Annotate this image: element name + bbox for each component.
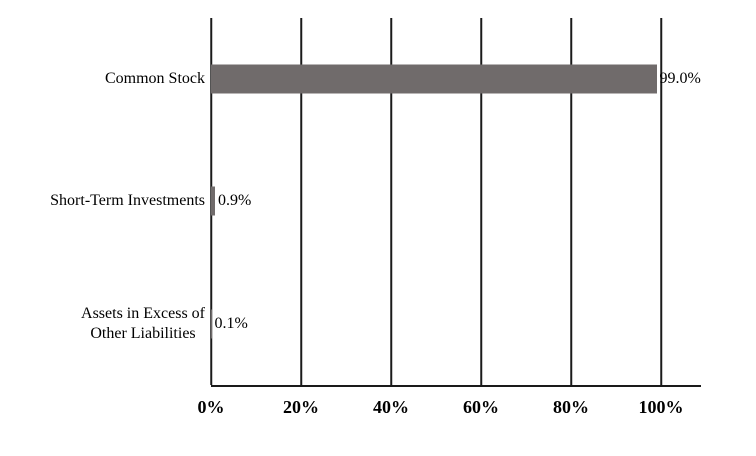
- bar-row-common-stock: 99.0%: [211, 18, 701, 140]
- gridline-20pct: [300, 18, 302, 385]
- value-label-assets-in-excess-of: 0.1%: [214, 314, 248, 332]
- category-label-common-stock: Common Stock: [0, 18, 205, 140]
- x-tick-label: 60%: [463, 397, 499, 417]
- plot-area: 99.0% 0.9% 0.1%: [210, 18, 701, 385]
- bar-short-term-investments: [211, 186, 216, 216]
- category-label-assets-in-excess-of: Assets in Excess of Other Liabilities: [0, 263, 205, 385]
- x-tick-label: 100%: [638, 397, 684, 417]
- x-axis-line: [211, 385, 701, 387]
- x-tick-label: 40%: [373, 397, 409, 417]
- category-label-text: Assets in Excess of Other Liabilities: [81, 304, 205, 342]
- value-label-common-stock: 99.0%: [659, 70, 701, 88]
- x-tick-label: 20%: [283, 397, 319, 417]
- bar-row-short-term-investments: 0.9%: [211, 140, 661, 262]
- x-tick-label: 0%: [197, 397, 225, 417]
- bar-common-stock: [211, 64, 657, 94]
- gridline-40pct: [390, 18, 392, 385]
- bar-row-assets-in-excess-of: 0.1%: [211, 263, 661, 385]
- gridline-60pct: [480, 18, 482, 385]
- x-tick-label: 80%: [553, 397, 589, 417]
- gridline-80pct: [570, 18, 572, 385]
- category-label-short-term-investments: Short-Term Investments: [0, 140, 205, 262]
- category-label-text: Common Stock: [104, 70, 205, 88]
- gridline-100pct: [660, 18, 662, 385]
- value-label-short-term-investments: 0.9%: [218, 192, 252, 210]
- category-label-text: Short-Term Investments: [50, 192, 205, 210]
